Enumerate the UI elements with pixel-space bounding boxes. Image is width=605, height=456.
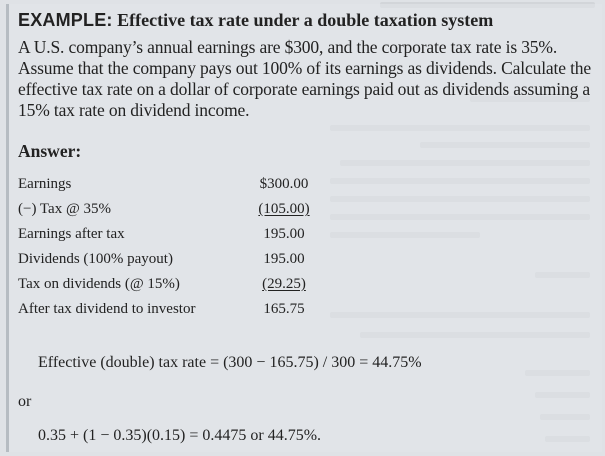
table-row: Dividends (100% payout) 195.00 (18, 251, 324, 276)
effective-tax-formula: Effective (double) tax rate = (300 − 165… (38, 354, 422, 371)
row-label: After tax dividend to investor (18, 301, 196, 317)
row-label: (−) Tax @ 35% (18, 201, 112, 217)
table-row: Earnings after tax 195.00 (18, 226, 324, 251)
example-panel-border (6, 4, 9, 452)
example-title-text: Effective tax rate under a double taxati… (117, 10, 494, 30)
answer-heading: Answer: (18, 141, 82, 161)
calculation-table: Earnings $300.00 (−) Tax @ 35% (105.00) … (18, 176, 324, 326)
table-row: Earnings $300.00 (18, 176, 324, 201)
alternative-formula: 0.35 + (1 − 0.35)(0.15) = 0.4475 or 44.7… (38, 427, 322, 444)
problem-statement: A U.S. company’s annual earnings are $30… (18, 37, 592, 120)
or-connector: or (18, 393, 32, 410)
row-label: Dividends (100% payout) (18, 251, 173, 267)
example-label: EXAMPLE: (18, 10, 113, 30)
row-label: Tax on dividends (@ 15%) (18, 276, 180, 292)
row-value: (29.25) (262, 276, 306, 292)
example-title: EXAMPLE: Effective tax rate under a doub… (18, 10, 493, 31)
row-value: 195.00 (263, 251, 305, 267)
example-panel (6, 4, 602, 452)
table-row: After tax dividend to investor 165.75 (18, 301, 324, 326)
row-value: $300.00 (259, 176, 309, 192)
row-label: Earnings after tax (18, 226, 125, 242)
row-value: (105.00) (258, 201, 310, 217)
row-label: Earnings (18, 176, 72, 192)
row-value: 195.00 (263, 226, 305, 242)
table-row: (−) Tax @ 35% (105.00) (18, 201, 324, 226)
table-row: Tax on dividends (@ 15%) (29.25) (18, 276, 324, 301)
row-value: 165.75 (263, 301, 305, 317)
